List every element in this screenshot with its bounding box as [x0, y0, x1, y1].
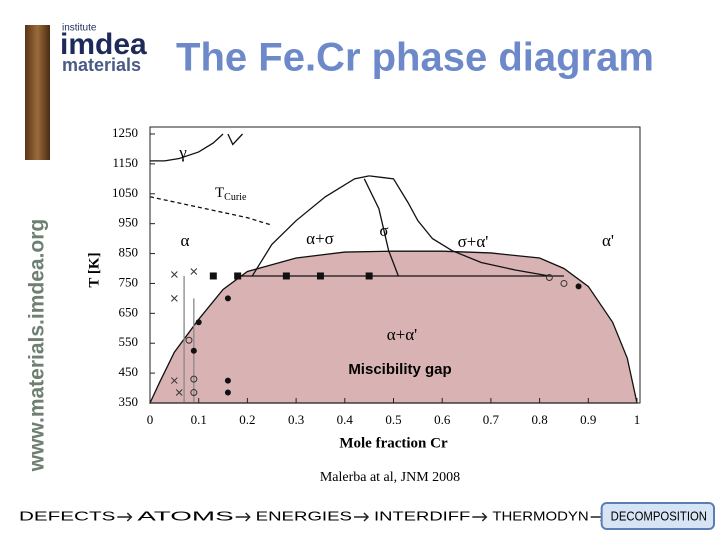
y-tick-label: 350 — [119, 394, 139, 409]
data-point — [209, 272, 217, 280]
workflow-step: ENERGIES — [256, 508, 353, 523]
workflow-step: DEFECTS — [19, 508, 116, 523]
step-arrow — [354, 512, 370, 522]
data-point — [234, 272, 242, 280]
data-point — [282, 272, 290, 280]
logo-strip — [25, 25, 50, 160]
y-tick-label: 850 — [119, 245, 139, 260]
site-url: www.materials.imdea.org — [26, 219, 49, 472]
y-tick-label: 1250 — [112, 125, 138, 140]
y-tick-label: 450 — [119, 364, 139, 379]
workflow-step: INTERDIFF — [374, 508, 470, 523]
plot-frame — [149, 126, 641, 404]
x-tick-label: 0.4 — [337, 412, 354, 427]
x-tick-label: 1 — [634, 412, 641, 427]
data-point — [190, 268, 198, 275]
phase-boundary — [227, 133, 244, 146]
x-tick-label: 0.9 — [580, 412, 596, 427]
phase-diagram: 350 450 550 650 750 850 950 1050 1150 1250 0 0.1 0.2… — [86, 125, 641, 451]
phase-boundary — [363, 178, 399, 277]
data-point — [185, 336, 193, 344]
x-tick-label: 0.2 — [239, 412, 255, 427]
step-arrow — [117, 512, 133, 522]
region-label: α' — [602, 231, 614, 250]
data-point — [190, 389, 198, 397]
step-arrow — [235, 512, 251, 522]
x-tick-label: 0.8 — [531, 412, 547, 427]
x-axis-label: Mole fraction Cr — [339, 435, 448, 451]
logo-main: imdea — [60, 28, 147, 61]
x-tick-label: 0.3 — [288, 412, 304, 427]
data-point — [170, 377, 178, 384]
curie-subscript: Curie — [224, 192, 247, 203]
annotation: Miscibility gap — [348, 361, 451, 378]
current-step-box — [600, 502, 716, 530]
slide-title: The Fe.Cr phase diagram — [176, 36, 654, 80]
region-label: α+σ — [306, 229, 334, 248]
workflow-step: DECOMPOSITION — [611, 508, 707, 523]
x-tick-label: 0.5 — [385, 412, 401, 427]
data-point — [195, 319, 202, 326]
step-arrow — [472, 512, 488, 522]
data-point — [365, 272, 373, 280]
region-label: σ — [379, 221, 388, 240]
curie-symbol: T — [215, 185, 224, 201]
data-point — [545, 273, 553, 281]
y-tick-label: 750 — [119, 274, 139, 289]
region-label: α+α' — [387, 325, 417, 344]
data-point — [224, 377, 231, 384]
x-tick-label: 0.6 — [434, 412, 451, 427]
region-label: σ+α' — [458, 232, 489, 251]
x-tick-label: 0.7 — [483, 412, 500, 427]
data-point — [190, 347, 197, 354]
region-label: α — [181, 231, 190, 250]
phase-boundary — [369, 175, 550, 277]
logo-sub: materials — [62, 55, 141, 75]
data-point — [175, 389, 183, 396]
workflow-step: ATOMS — [137, 508, 234, 523]
phase-boundary — [251, 175, 370, 277]
phase-boundary — [149, 196, 272, 226]
data-point — [170, 295, 178, 302]
logo-top: institute — [62, 23, 97, 34]
phase-boundary — [150, 133, 224, 162]
citation: Malerba at al, JNM 2008 — [320, 470, 460, 485]
data-point — [575, 283, 582, 290]
region-label: γ — [178, 143, 187, 162]
data-point — [224, 295, 231, 302]
x-tick-label: 0 — [147, 412, 154, 427]
y-tick-label: 950 — [119, 215, 139, 230]
y-axis-label: T [K] — [86, 252, 102, 287]
x-tick-label: 0.1 — [191, 412, 207, 427]
y-tick-label: 1050 — [112, 185, 138, 200]
y-tick-label: 650 — [119, 304, 139, 319]
data-point — [560, 279, 568, 287]
data-point — [316, 272, 324, 280]
data-point — [190, 375, 198, 383]
curie-label: TCurie — [215, 185, 247, 203]
y-tick-label: 550 — [119, 334, 139, 349]
workflow-step: THERMODYN — [492, 508, 588, 523]
y-tick-label: 1150 — [112, 155, 138, 170]
data-point — [224, 389, 231, 396]
miscibility-gap — [148, 250, 638, 404]
data-point — [170, 271, 178, 278]
workflow-steps: DEFECTS ATOMS ENERGIES INTERDIFF THERMODYN DE… — [19, 502, 716, 530]
